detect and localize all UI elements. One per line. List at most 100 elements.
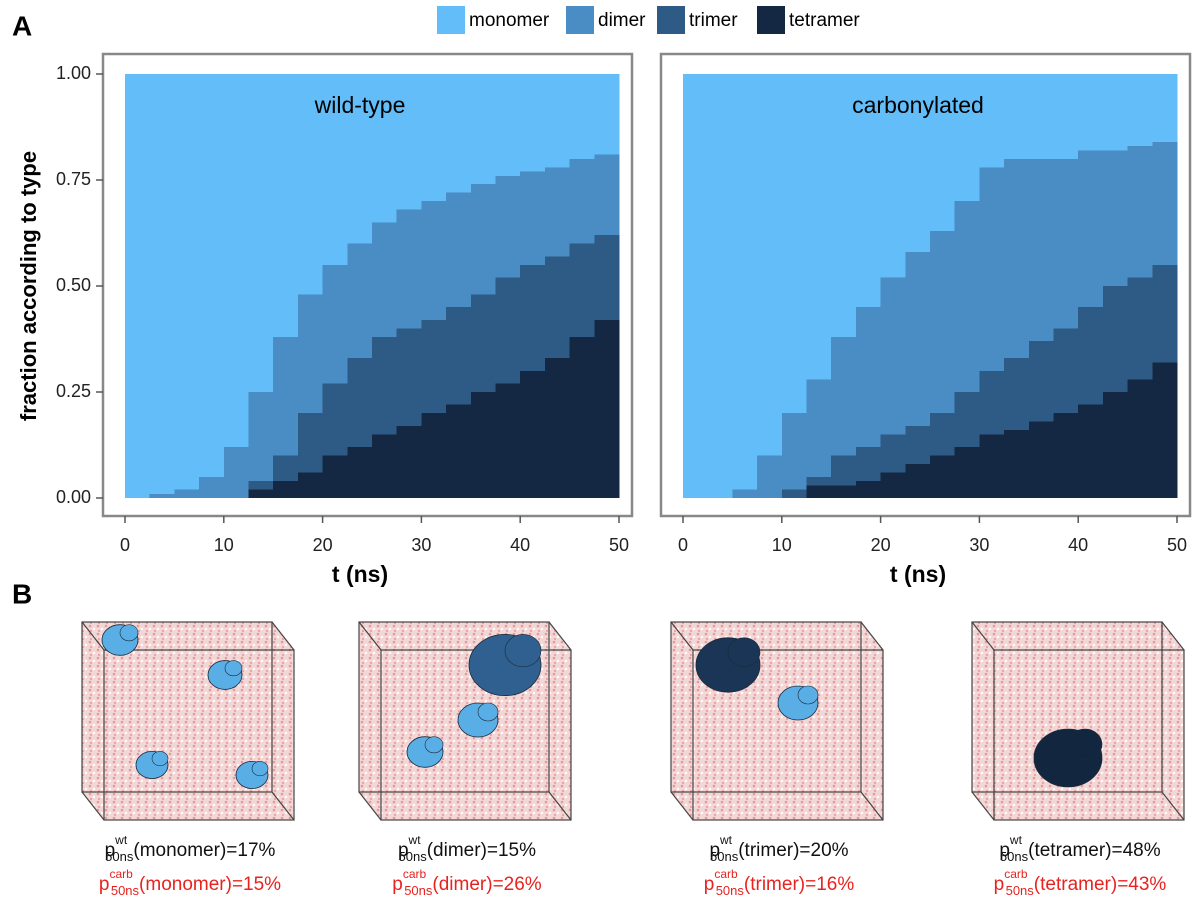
x-tick-label: 50 bbox=[1167, 535, 1187, 555]
area-segment bbox=[979, 371, 1004, 435]
x-tick-label: 10 bbox=[214, 535, 234, 555]
area-segment bbox=[1029, 341, 1054, 422]
area-segment bbox=[1078, 150, 1103, 307]
area-segment bbox=[520, 74, 545, 172]
area-segment bbox=[520, 172, 545, 265]
protein bbox=[505, 634, 541, 666]
area-segment bbox=[732, 74, 757, 490]
area-segment bbox=[570, 159, 595, 244]
area-segment bbox=[979, 167, 1004, 371]
protein bbox=[252, 761, 268, 775]
area-segment bbox=[323, 265, 348, 384]
subscript: 50ns bbox=[399, 849, 428, 864]
area-segment bbox=[708, 74, 733, 498]
area-segment bbox=[347, 447, 372, 498]
y-axis-label: fraction according to type bbox=[16, 151, 41, 421]
x-axis-label: t (ns) bbox=[332, 561, 388, 587]
area-segment bbox=[782, 490, 807, 498]
area-segment bbox=[224, 447, 249, 498]
area-segment bbox=[807, 485, 832, 498]
area-segment bbox=[372, 222, 397, 336]
area-segment bbox=[1054, 159, 1079, 329]
area-segment bbox=[955, 447, 980, 498]
area-segment bbox=[446, 405, 471, 498]
area-segment bbox=[545, 358, 570, 498]
area-segment bbox=[955, 392, 980, 447]
area-segment bbox=[421, 413, 446, 498]
area-segment bbox=[1078, 74, 1103, 150]
area-segment bbox=[570, 337, 595, 498]
subscript: 50ns bbox=[716, 883, 745, 898]
superscript: wt bbox=[114, 833, 128, 847]
value-text: (trimer)=20% bbox=[738, 840, 848, 861]
area-segment bbox=[955, 201, 980, 392]
protein bbox=[728, 638, 760, 667]
simulation-box bbox=[671, 622, 883, 820]
area-segment bbox=[979, 434, 1004, 498]
x-tick-label: 0 bbox=[120, 535, 130, 555]
subscript: 50ns bbox=[1006, 883, 1035, 898]
superscript: carb bbox=[403, 867, 427, 881]
area-segment bbox=[881, 473, 906, 498]
x-axis-label: t (ns) bbox=[890, 561, 946, 587]
area-segment bbox=[298, 294, 323, 413]
area-segment bbox=[347, 358, 372, 447]
chart-title: wild-type bbox=[314, 92, 406, 118]
value-text: (tetramer)=43% bbox=[1034, 874, 1167, 895]
figure: A B monomerdimertrimertetramerwild-type0… bbox=[0, 0, 1193, 898]
area-segment bbox=[856, 481, 881, 498]
value-text: (trimer)=16% bbox=[744, 874, 854, 895]
area-segment bbox=[905, 464, 930, 498]
legend-swatch bbox=[657, 6, 685, 34]
legend-label: tetramer bbox=[789, 10, 860, 31]
area-segment bbox=[1103, 392, 1128, 498]
area-segment bbox=[249, 481, 274, 489]
area-segment bbox=[594, 155, 619, 236]
area-segment bbox=[1078, 307, 1103, 405]
protein bbox=[120, 625, 138, 641]
legend-label: dimer bbox=[598, 10, 646, 31]
area-segment bbox=[570, 74, 595, 159]
value-text: (dimer)=15% bbox=[427, 840, 536, 861]
y-tick-label: 0.00 bbox=[56, 487, 91, 507]
x-tick-label: 40 bbox=[1068, 535, 1088, 555]
protein bbox=[1068, 729, 1102, 760]
area-segment bbox=[421, 74, 446, 201]
area-segment bbox=[496, 74, 521, 176]
area-segment bbox=[125, 74, 150, 498]
area-segment bbox=[1152, 362, 1177, 498]
area-segment bbox=[421, 201, 446, 320]
area-segment bbox=[471, 184, 496, 294]
area-segment bbox=[273, 456, 298, 481]
area-segment bbox=[446, 307, 471, 405]
area-segment bbox=[807, 379, 832, 477]
area-segment bbox=[1128, 278, 1153, 380]
area-segment bbox=[856, 307, 881, 447]
area-segment bbox=[397, 210, 422, 329]
symbol: p bbox=[994, 874, 1005, 895]
panel-label: B bbox=[12, 578, 32, 609]
area-segment bbox=[1054, 74, 1079, 159]
area-segment bbox=[421, 320, 446, 413]
x-tick-label: 20 bbox=[871, 535, 891, 555]
subscript: 50ns bbox=[111, 883, 140, 898]
area-segment bbox=[594, 74, 619, 155]
area-segment bbox=[856, 447, 881, 481]
area-segment bbox=[273, 337, 298, 456]
y-tick-label: 0.50 bbox=[56, 275, 91, 295]
area-segment bbox=[594, 320, 619, 498]
subscript: 50ns bbox=[404, 883, 433, 898]
area-segment bbox=[905, 426, 930, 464]
area-segment bbox=[471, 392, 496, 498]
area-segment bbox=[545, 167, 570, 256]
area-segment bbox=[249, 392, 274, 481]
area-segment bbox=[930, 456, 955, 498]
area-segment bbox=[782, 413, 807, 489]
x-tick-label: 20 bbox=[313, 535, 333, 555]
legend-swatch bbox=[437, 6, 465, 34]
y-tick-label: 0.75 bbox=[56, 169, 91, 189]
x-tick-label: 50 bbox=[609, 535, 629, 555]
protein bbox=[798, 686, 818, 704]
superscript: carb bbox=[714, 867, 738, 881]
